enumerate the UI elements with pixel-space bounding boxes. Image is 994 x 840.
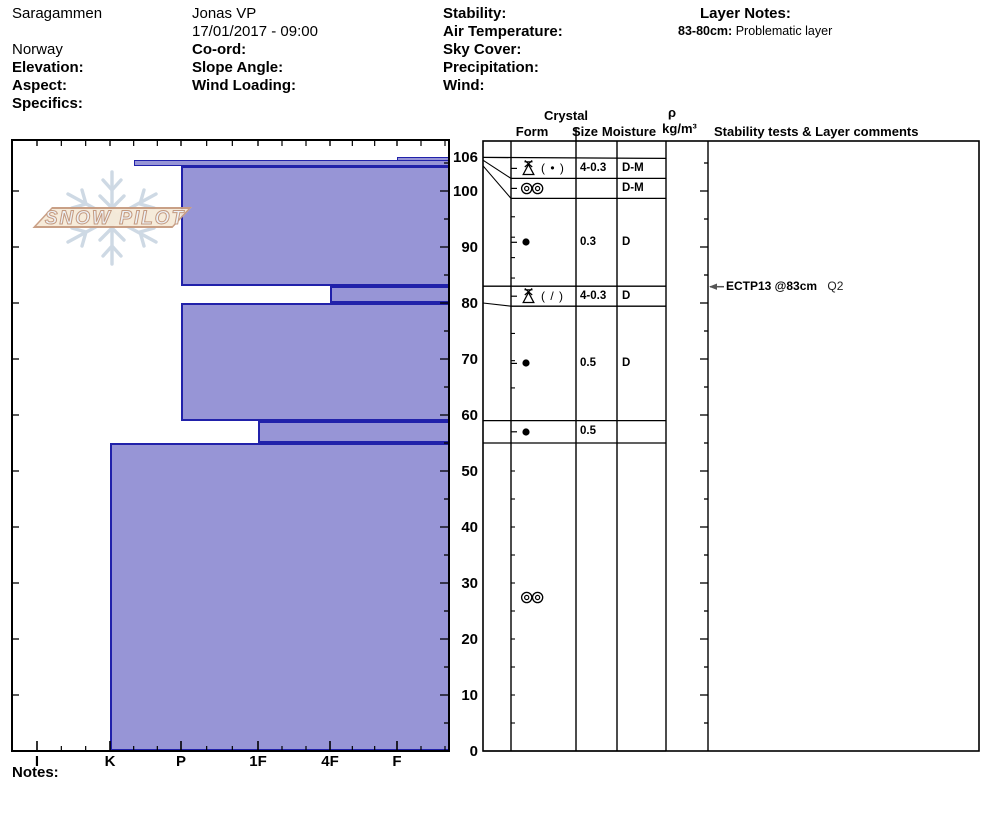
col-header-stability-tests: Stability tests & Layer comments [714, 124, 919, 139]
graupel-star-crystal-icon [522, 160, 535, 176]
round-grain-icon [522, 359, 530, 367]
elevation-label: Elevation: [12, 59, 84, 76]
notes-label: Notes: [12, 764, 59, 781]
col-header-form: Form [515, 124, 549, 139]
hardness-label-I: I [34, 753, 40, 770]
secondary-form: ( / ) [541, 288, 564, 303]
col-header-rho-units: kg/m³ [662, 121, 697, 136]
crystal-form-row-3: ( / ) [520, 287, 564, 305]
secondary-form: ( • ) [541, 160, 565, 175]
depth-label-0cm: 0 [469, 742, 478, 760]
stability-label: Stability: [443, 5, 507, 22]
depth-label-100cm: 100 [452, 182, 478, 200]
depth-label-80cm: 80 [461, 294, 478, 312]
snow-layer-bar-55-0cm [110, 443, 450, 751]
grain-size-row-0: 4-0.3 [580, 161, 607, 174]
stability-test-annotation: ECTP13 @83cm Q2 [726, 279, 843, 293]
hardness-label-4F: 4F [321, 753, 339, 770]
moisture-row-2: D [622, 235, 631, 248]
crystal-form-row-6 [520, 588, 545, 606]
layer-note-range: 83-80cm: [678, 24, 733, 38]
aspect-label: Aspect: [12, 77, 68, 94]
moisture-row-0: D-M [622, 161, 644, 174]
site-name: Saragammen [12, 5, 103, 22]
depth-label-70cm: 70 [461, 350, 478, 368]
crystal-form-row-1 [520, 179, 545, 197]
layer-note-entry: 83-80cm: Problematic layer [678, 24, 832, 38]
precipitation-label: Precipitation: [443, 59, 539, 76]
grain-size-row-5: 0.5 [580, 425, 596, 438]
hardness-label-F: F [392, 753, 402, 770]
slope-angle-label: Slope Angle: [192, 59, 284, 76]
grain-size-row-4: 0.5 [580, 356, 596, 369]
grain-size-row-2: 0.3 [580, 235, 596, 248]
moisture-row-3: D [622, 289, 631, 302]
wind-label: Wind: [443, 77, 485, 94]
observer-name: Jonas VP [192, 5, 257, 22]
stability-test-result: ECTP13 @83cm [726, 279, 818, 293]
snow-layer-bar-104.5-83cm [181, 165, 450, 287]
hardness-label-K: K [104, 753, 116, 770]
graupel-star-crystal-icon [522, 288, 535, 304]
country: Norway [12, 41, 63, 58]
crystal-form-row-2 [520, 233, 532, 251]
sky-cover-label: Sky Cover: [443, 41, 522, 58]
layer-note-text: Problematic layer [735, 24, 833, 38]
depth-label-30cm: 30 [461, 574, 478, 592]
depth-label-60cm: 60 [461, 406, 478, 424]
depth-label-10cm: 10 [461, 686, 478, 704]
melt-freeze-crust-icon [520, 591, 544, 603]
grain-size-row-3: 4-0.3 [580, 289, 607, 302]
specifics-label: Specifics: [12, 95, 83, 112]
coord-label: Co-ord: [192, 41, 247, 58]
snow-layer-bar-80-59cm [181, 303, 450, 421]
col-header-size: Size [571, 124, 598, 139]
hardness-label-P: P [175, 753, 186, 770]
crystal-form-row-5 [520, 423, 532, 441]
stability-test-quality: Q2 [827, 279, 844, 293]
wind-loading-label: Wind Loading: [192, 77, 297, 94]
layer-notes-title: Layer Notes: [700, 5, 791, 22]
depth-label-106cm: 106 [452, 148, 478, 166]
pit-datetime: 17/01/2017 - 09:00 [192, 23, 318, 40]
depth-label-40cm: 40 [461, 518, 478, 536]
round-grain-icon [522, 428, 530, 436]
depth-label-50cm: 50 [461, 462, 478, 480]
round-grain-icon [522, 238, 530, 246]
moisture-row-1: D-M [622, 181, 644, 194]
melt-freeze-crust-icon [520, 182, 544, 195]
col-header-moisture: Moisture [601, 124, 657, 139]
crystal-form-row-0: ( • ) [520, 159, 565, 177]
col-header-crystal: Crystal [543, 108, 589, 123]
logo-wordmark: SNOW PILOT [44, 208, 186, 230]
air-temperature-label: Air Temperature: [443, 23, 563, 40]
depth-label-20cm: 20 [461, 630, 478, 648]
hardness-label-1F: 1F [249, 753, 267, 770]
depth-label-90cm: 90 [461, 238, 478, 256]
crystal-form-row-4 [520, 354, 532, 372]
moisture-row-4: D [622, 356, 631, 369]
col-header-rho: ρ [667, 105, 677, 120]
